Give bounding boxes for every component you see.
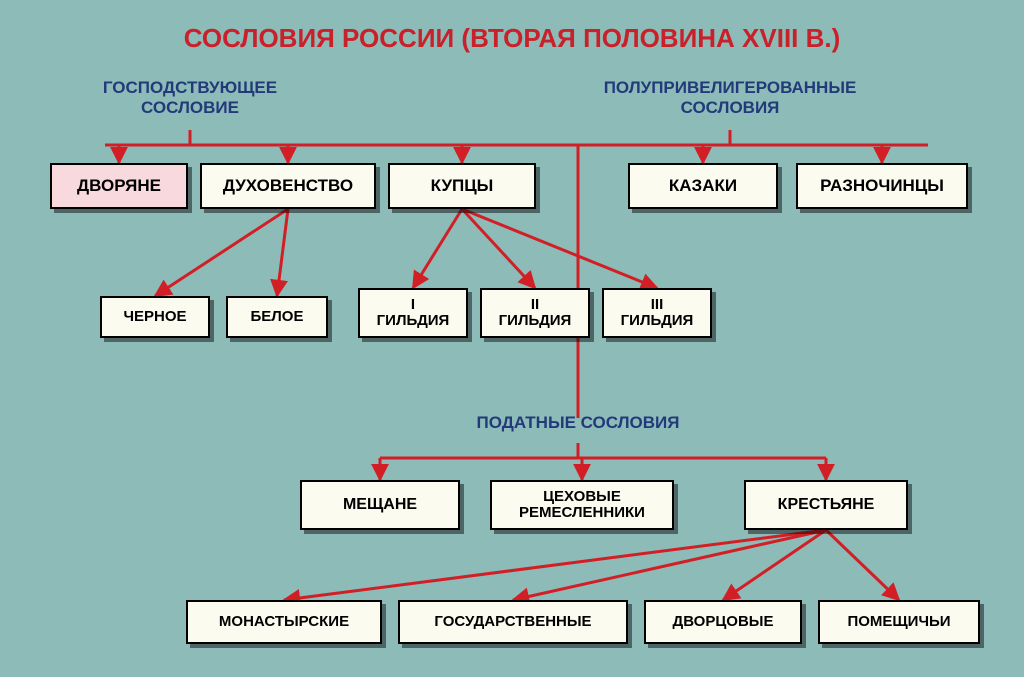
diagram-canvas: СОСЛОВИЯ РОССИИ (ВТОРАЯ ПОЛОВИНА XVIII В… (0, 0, 1024, 677)
node-cossacks: КАЗАКИ (628, 163, 778, 209)
node-landlord: ПОМЕЩИЧЬИ (818, 600, 980, 644)
node-merchants: КУПЦЫ (388, 163, 536, 209)
node-palace: ДВОРЦОВЫЕ (644, 600, 802, 644)
node-nobles: ДВОРЯНЕ (50, 163, 188, 209)
section-label-semi: ПОЛУПРИВЕЛИГЕРОВАННЫЕ СОСЛОВИЯ (530, 78, 930, 117)
diagram-title: СОСЛОВИЯ РОССИИ (ВТОРАЯ ПОЛОВИНА XVIII В… (0, 23, 1024, 54)
node-monast: МОНАСТЫРСКИЕ (186, 600, 382, 644)
node-guild3: III ГИЛЬДИЯ (602, 288, 712, 338)
node-white: БЕЛОЕ (226, 296, 328, 338)
node-clergy: ДУХОВЕНСТВО (200, 163, 376, 209)
section-label-tax: ПОДАТНЫЕ СОСЛОВИЯ (378, 413, 778, 433)
node-guild2: II ГИЛЬДИЯ (480, 288, 590, 338)
node-razno: РАЗНОЧИНЦЫ (796, 163, 968, 209)
node-guild1: I ГИЛЬДИЯ (358, 288, 468, 338)
node-meshane: МЕЩАНЕ (300, 480, 460, 530)
node-black: ЧЕРНОЕ (100, 296, 210, 338)
node-crafts: ЦЕХОВЫЕ РЕМЕСЛЕННИКИ (490, 480, 674, 530)
node-state: ГОСУДАРСТВЕННЫЕ (398, 600, 628, 644)
node-peasants: КРЕСТЬЯНЕ (744, 480, 908, 530)
section-label-ruling: ГОСПОДСТВУЮЩЕЕ СОСЛОВИЕ (0, 78, 390, 117)
